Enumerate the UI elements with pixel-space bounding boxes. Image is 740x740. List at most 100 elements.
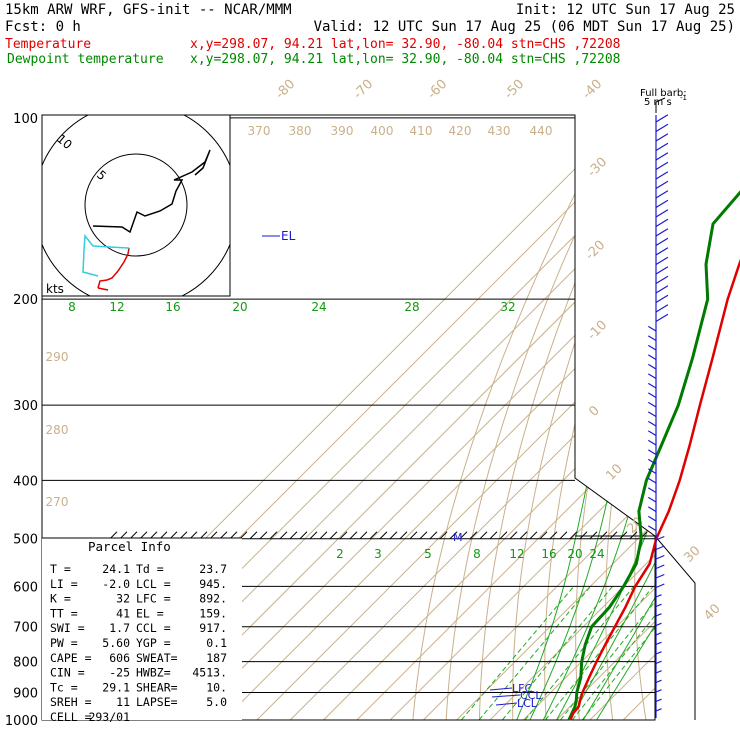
forecast-hour: Fcst: 0 h	[5, 19, 81, 35]
moist-adiabat-label: 32	[500, 300, 515, 314]
parcel-value: 29.1	[102, 680, 130, 694]
parcel-value: 892.	[199, 592, 227, 606]
hatch-mark	[619, 531, 628, 540]
parcel-value: 32	[116, 592, 130, 606]
hatch-mark	[339, 531, 348, 540]
theta-label: 440	[530, 124, 553, 138]
hatch-mark	[489, 531, 498, 540]
parcel-value: 41	[116, 606, 130, 620]
theta-label: 270	[46, 495, 69, 509]
wind-barb	[647, 401, 657, 408]
wind-barb	[655, 114, 669, 123]
hatch-mark	[369, 531, 378, 540]
hatch-mark	[299, 531, 308, 540]
isotherm-label: 0	[586, 403, 602, 419]
hatch-mark	[469, 531, 478, 540]
parcel-label: TT =	[50, 606, 78, 620]
hatch-mark	[629, 531, 638, 540]
dewpoint-location: x,y=298.07, 94.21 lat,lon= 32.90, -80.04…	[190, 52, 620, 67]
parcel-label: SWI =	[50, 621, 85, 635]
wind-barb	[655, 535, 665, 541]
parcel-value: 10.	[206, 680, 227, 694]
hatch-mark	[559, 531, 568, 540]
wind-barb	[655, 304, 669, 313]
isotherm-line	[510, 115, 655, 720]
isotherm-label: -50	[502, 77, 528, 103]
pressure-label: 200	[13, 293, 38, 308]
hatch-mark	[279, 531, 288, 540]
theta-label: 380	[289, 124, 312, 138]
wind-barb	[655, 708, 662, 712]
wind-barb	[655, 237, 669, 247]
moist-adiabat-label: 24	[311, 300, 326, 314]
parcel-label: SWEAT=	[136, 651, 178, 665]
wind-barb	[647, 354, 657, 361]
hatch-mark	[519, 531, 528, 540]
wind-barb	[655, 698, 662, 703]
isotherm-label: 30	[681, 543, 703, 565]
theta-label: 400	[371, 124, 394, 138]
parcel-label: HWBZ=	[136, 666, 171, 680]
isotherm-label: -30	[585, 155, 611, 181]
moist-adiabat-label: 16	[165, 300, 180, 314]
level-markers: EL M LFC CCL LCL	[262, 229, 542, 710]
wind-barb	[655, 256, 669, 266]
moist-adiabat-label: 12	[109, 300, 124, 314]
wind-barb	[655, 266, 669, 275]
wind-barb	[655, 651, 662, 655]
pressure-label: 1000	[5, 714, 38, 729]
wind-barb	[655, 180, 669, 190]
parcel-label: YGP =	[136, 636, 171, 650]
theta-label: 390	[331, 124, 354, 138]
pressure-label: 800	[13, 656, 38, 671]
wind-barb	[647, 420, 657, 427]
wind-barb	[655, 142, 669, 152]
dry-adiabat-line	[690, 118, 740, 733]
model-title: 15km ARW WRF, GFS-init -- NCAR/MMM	[5, 2, 292, 18]
hatch-mark	[319, 531, 328, 540]
header: 15km ARW WRF, GFS-init -- NCAR/MMM Init:…	[5, 2, 735, 67]
parcel-info-box: Parcel Info T = 24.1 Td = 23.7 LI = -2.0 LCL =…	[42, 537, 242, 724]
parcel-label: LCL =	[136, 577, 171, 591]
isotherm-label: -20	[583, 238, 609, 264]
isotherm-line	[410, 115, 655, 720]
mixing-ratio-label: 20	[567, 547, 582, 561]
mixing-ratio-label: 12	[509, 547, 524, 561]
mixing-ratio-label: 3	[374, 547, 382, 561]
dry-adiabat-line	[663, 118, 740, 733]
wind-barb	[655, 199, 669, 209]
parcel-label: LAPSE=	[136, 695, 178, 709]
isotherm-label: 10	[603, 461, 625, 483]
ccl-marker	[491, 694, 521, 698]
hodograph-frame	[41, 114, 231, 297]
parcel-info-background	[42, 538, 242, 720]
barb-legend-line2: 5 m s	[644, 97, 672, 108]
wind-barb	[647, 335, 657, 342]
wind-barb	[655, 275, 669, 285]
mixing-ratio-lines	[461, 586, 655, 720]
wind-barb	[655, 190, 669, 199]
isotherm-line	[376, 115, 655, 720]
dry-adiabat-line	[445, 117, 632, 720]
wind-barb	[655, 313, 669, 323]
isotherm-line	[443, 115, 655, 720]
hodograph-trace-upper	[92, 149, 211, 234]
parcel-label: SREH =	[50, 695, 92, 709]
isotherm-line	[210, 115, 655, 720]
parcel-label: T =	[50, 562, 71, 576]
parcel-value: 945.	[199, 577, 227, 591]
hatch-mark	[609, 531, 618, 540]
dry-adiabat-lines	[411, 117, 740, 733]
isotherm-line	[677, 90, 740, 732]
isotherm-line	[476, 115, 655, 720]
pressure-label: 500	[13, 533, 38, 548]
wind-barb	[655, 660, 662, 665]
hatch-mark	[459, 531, 468, 540]
mixing-ratio-label: 24	[589, 547, 604, 561]
parcel-value: 606	[109, 651, 130, 665]
wind-barb	[655, 218, 669, 228]
theta-label: 410	[410, 124, 433, 138]
hatch-mark	[479, 531, 488, 540]
wind-barb	[655, 679, 662, 684]
hatch-mark	[389, 531, 398, 540]
